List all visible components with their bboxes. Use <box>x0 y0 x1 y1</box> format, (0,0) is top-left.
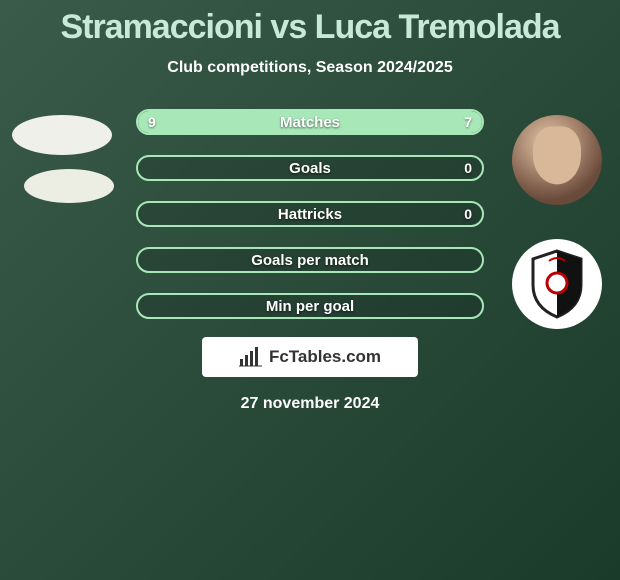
bars-container: 9 Matches 7 Goals 0 Hattricks 0 Goals pe… <box>136 109 484 339</box>
bar-label: Matches <box>138 111 482 133</box>
player-right-avatar <box>512 115 602 205</box>
bar-label: Goals per match <box>138 249 482 271</box>
bar-row: Goals per match <box>136 247 484 273</box>
bar-value-right: 0 <box>464 203 472 225</box>
bar-row: 9 Matches 7 <box>136 109 484 135</box>
page-subtitle: Club competitions, Season 2024/2025 <box>0 59 620 77</box>
bar-label: Min per goal <box>138 295 482 317</box>
team-right-badge <box>512 239 602 329</box>
bar-row: Min per goal <box>136 293 484 319</box>
bar-label: Hattricks <box>138 203 482 225</box>
date-line: 27 november 2024 <box>0 395 620 413</box>
bar-label: Goals <box>138 157 482 179</box>
bar-row: Goals 0 <box>136 155 484 181</box>
brand-text: FcTables.com <box>269 347 381 367</box>
bar-value-right: 0 <box>464 157 472 179</box>
page-title: Stramaccioni vs Luca Tremolada <box>0 0 620 47</box>
player-left-avatar <box>12 115 112 155</box>
brand-box: FcTables.com <box>202 337 418 377</box>
team-left-badge <box>24 169 114 203</box>
bar-row: Hattricks 0 <box>136 201 484 227</box>
chart-bars-icon <box>239 347 263 367</box>
bar-value-right: 7 <box>464 111 472 133</box>
